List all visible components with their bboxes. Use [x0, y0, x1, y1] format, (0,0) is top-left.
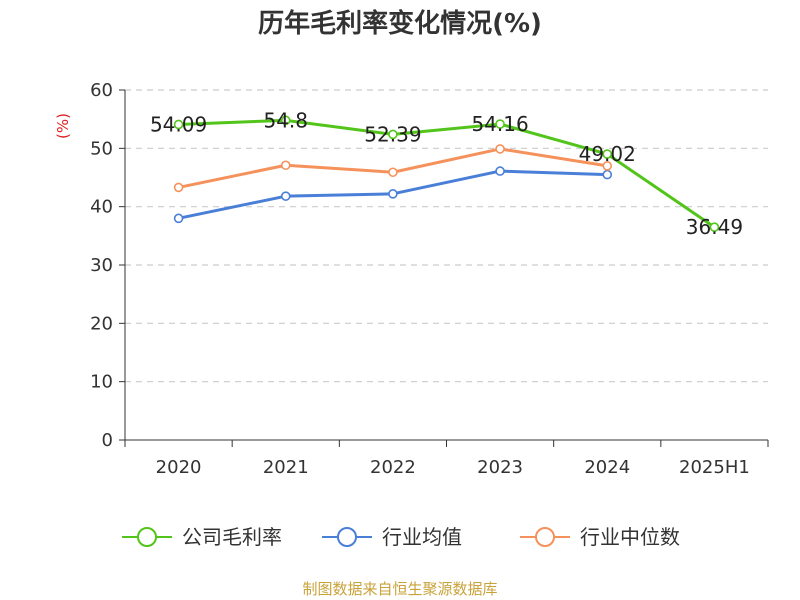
legend-item-label: 行业均值	[382, 525, 462, 549]
series-lines	[173, 115, 720, 232]
data-label: 54.09	[150, 112, 207, 136]
data-label: 54.16	[471, 112, 528, 136]
data-point	[495, 166, 505, 176]
legend: 公司毛利率 行业均值 行业中位数	[122, 525, 680, 549]
data-label: 52.39	[364, 122, 421, 146]
data-point	[602, 149, 613, 159]
x-tick-label: 2024	[584, 457, 630, 478]
source-footer: 制图数据来自恒生聚源数据库	[302, 580, 497, 598]
data-point	[173, 213, 184, 224]
x-tick-label: 2025H1	[679, 457, 750, 478]
data-point	[495, 119, 505, 129]
series-line-0	[178, 118, 716, 229]
data-point	[388, 167, 398, 178]
data-point	[173, 182, 184, 193]
y-tick-label: 30	[90, 255, 113, 276]
legend-swatch-marker	[137, 527, 157, 547]
axes: 0 10 20 30 40 50 60 2020 2021 2022 2023 2024 2025H1	[90, 80, 769, 478]
data-point	[388, 129, 398, 140]
y-tick-label: 40	[90, 197, 113, 218]
legend-item-label: 行业中位数	[580, 525, 680, 549]
data-label: 49.02	[579, 142, 636, 166]
x-tick-label: 2021	[263, 457, 309, 478]
data-point	[388, 189, 398, 199]
y-tick-label: 10	[90, 372, 113, 393]
data-point	[280, 160, 291, 171]
data-point	[602, 161, 613, 171]
y-tick-label: 0	[102, 430, 113, 451]
y-axis-label: (%)	[54, 113, 72, 139]
data-point	[280, 115, 291, 126]
legend-swatch-marker	[535, 527, 555, 547]
legend-swatch-marker	[337, 527, 357, 547]
data-labels: 54.09 54.8 52.39 54.16 49.02 36.49	[150, 108, 743, 239]
y-tick-label: 50	[90, 138, 113, 159]
y-tick-label: 20	[90, 313, 113, 334]
y-tick-label: 60	[90, 80, 113, 101]
x-tick-label: 2023	[477, 457, 523, 478]
data-point	[280, 191, 291, 201]
data-label: 36.49	[686, 215, 743, 239]
legend-item-label: 公司毛利率	[182, 525, 282, 549]
data-label: 54.8	[263, 108, 308, 132]
data-point	[495, 144, 505, 154]
chart-title: 历年毛利率变化情况(%)	[258, 8, 542, 39]
x-tick-label: 2022	[370, 457, 416, 478]
data-point	[173, 119, 184, 130]
gridlines	[125, 89, 768, 383]
data-point	[602, 169, 613, 180]
data-point	[709, 222, 720, 232]
x-tick-label: 2020	[156, 457, 202, 478]
